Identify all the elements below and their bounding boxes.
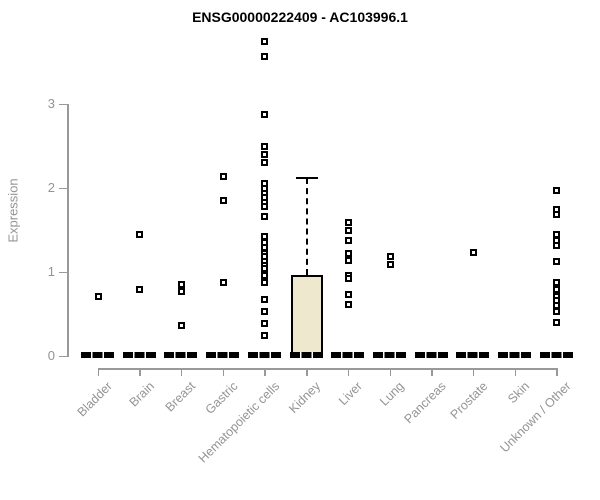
data-point <box>261 111 269 119</box>
data-point <box>344 291 352 299</box>
y-axis-tick <box>59 103 68 105</box>
data-point <box>261 143 269 151</box>
x-category-label: Lung <box>377 379 407 409</box>
y-tick-label: 0 <box>47 348 55 363</box>
y-tick-label: 2 <box>47 180 55 195</box>
data-point <box>469 249 477 257</box>
x-axis-tick <box>264 368 266 376</box>
zero-median-bar <box>539 352 574 358</box>
data-point <box>219 172 227 180</box>
boxplot-box <box>290 275 323 356</box>
x-axis-tick <box>431 368 433 376</box>
zero-median-bar <box>414 352 449 358</box>
zero-median-bar <box>206 352 241 358</box>
boxplot-whisker-cap <box>295 176 318 180</box>
x-axis-tick <box>514 368 517 376</box>
data-point <box>386 252 394 260</box>
x-axis-tick <box>222 368 225 376</box>
data-point <box>553 279 561 287</box>
data-point <box>261 159 269 167</box>
x-category-label: Gastric <box>202 379 241 417</box>
x-category-label: Hematopoietic cells <box>195 379 282 466</box>
data-point <box>94 292 102 300</box>
x-axis-tick <box>556 368 558 376</box>
x-category-label: Pancreas <box>401 379 449 427</box>
data-point <box>261 279 269 287</box>
zero-median-bar <box>456 352 491 358</box>
y-axis-title: Expression <box>5 178 21 243</box>
data-point <box>261 296 269 304</box>
x-axis-line <box>98 368 558 370</box>
zero-median-bar <box>81 352 115 358</box>
data-point <box>344 250 352 258</box>
x-category-label: Brain <box>126 379 157 410</box>
data-point <box>553 187 561 195</box>
data-point <box>344 256 352 264</box>
x-category-label: Prostate <box>447 379 491 422</box>
x-axis-tick <box>472 368 475 376</box>
data-point <box>553 211 561 219</box>
data-point <box>261 53 269 61</box>
data-point <box>261 38 269 46</box>
data-point <box>177 322 185 330</box>
data-point <box>261 271 269 279</box>
data-point <box>136 230 144 238</box>
x-category-label: Bladder <box>74 379 115 420</box>
data-point <box>386 260 394 268</box>
x-axis-tick <box>306 368 308 376</box>
data-point <box>177 281 185 289</box>
zero-median-bar <box>373 352 408 358</box>
zero-median-bar <box>164 352 199 358</box>
boxplot-whisker <box>305 177 308 276</box>
data-point <box>261 331 269 339</box>
data-point <box>261 265 269 273</box>
data-point <box>344 275 352 283</box>
data-point <box>177 287 185 295</box>
y-tick-label: 1 <box>47 264 55 279</box>
zero-median-bar <box>331 352 366 358</box>
data-point <box>344 236 352 244</box>
data-point <box>553 318 561 326</box>
chart-title: ENSG00000222409 - AC103996.1 <box>192 9 408 25</box>
x-category-label: Kidney <box>286 379 324 416</box>
zero-median-bar <box>247 352 282 358</box>
zero-median-bar <box>498 352 533 358</box>
data-point <box>344 227 352 235</box>
x-axis-tick <box>97 368 99 376</box>
data-point <box>219 278 227 286</box>
data-point <box>261 202 269 210</box>
data-point <box>261 150 269 158</box>
data-point <box>261 307 269 315</box>
data-point <box>553 307 561 315</box>
y-axis-line <box>67 104 69 357</box>
y-axis-tick <box>59 187 68 189</box>
data-point <box>553 286 561 294</box>
x-axis-tick <box>389 368 392 376</box>
y-axis-tick <box>59 355 68 357</box>
y-tick-label: 3 <box>47 96 55 111</box>
data-point <box>261 319 269 327</box>
x-axis-tick <box>139 368 141 376</box>
x-axis-tick <box>347 368 350 376</box>
data-point <box>136 286 144 294</box>
x-category-label: Skin <box>505 379 533 407</box>
data-point <box>553 241 561 249</box>
data-point <box>344 301 352 309</box>
x-category-label: Breast <box>162 379 199 415</box>
data-point <box>553 257 561 265</box>
data-point <box>344 218 352 226</box>
data-point <box>219 197 227 205</box>
x-category-label: Liver <box>336 379 366 409</box>
y-axis-tick <box>59 271 68 273</box>
zero-median-bar <box>289 352 324 358</box>
zero-median-bar <box>122 352 157 358</box>
x-axis-tick <box>180 368 183 376</box>
data-point <box>261 213 269 221</box>
